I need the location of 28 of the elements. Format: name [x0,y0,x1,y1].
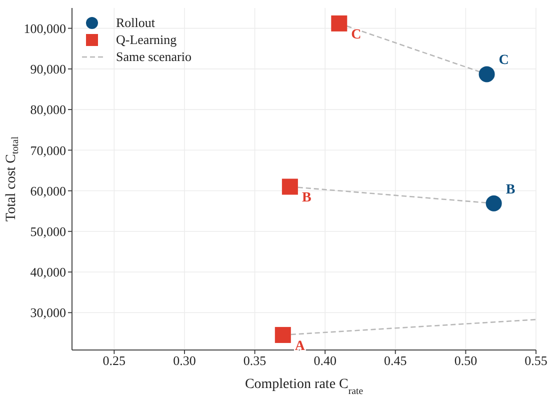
point [478,66,495,82]
y-tick-label: 80,000 [30,102,66,118]
y-tick-label: 70,000 [30,142,66,158]
point [486,195,502,212]
point [282,178,298,195]
x-tick-label: 0.55 [524,353,548,368]
y-tick-label: 30,000 [30,305,66,320]
x-tick-label: 0.35 [243,353,266,368]
y-tick-label: 100,000 [24,20,66,36]
y-tick-label: 60,000 [30,183,66,198]
data-label: C [351,27,362,42]
x-tick-label: 0.30 [173,353,196,368]
x-tick-label: 0.45 [384,353,407,368]
data-label: C [498,53,509,68]
y-tick-label: 40,000 [30,264,66,280]
data-label: B [506,182,516,198]
x-tick-label: 0.25 [102,353,126,368]
x-axis-title: Completion rate C$_{rate}$ [244,377,364,396]
data-label: B [302,190,312,206]
legend-label: Rollout [116,14,156,31]
y-tick-label: 50,000 [30,224,66,240]
y-tick-label: 90,000 [30,62,66,77]
x-tick-label: 0.40 [314,353,336,368]
point [331,15,348,32]
legend-label: Same scenario [116,48,192,65]
legend-label: Q-Learning [116,31,177,48]
point [274,326,291,343]
x-tick-label: 0.50 [454,353,478,368]
